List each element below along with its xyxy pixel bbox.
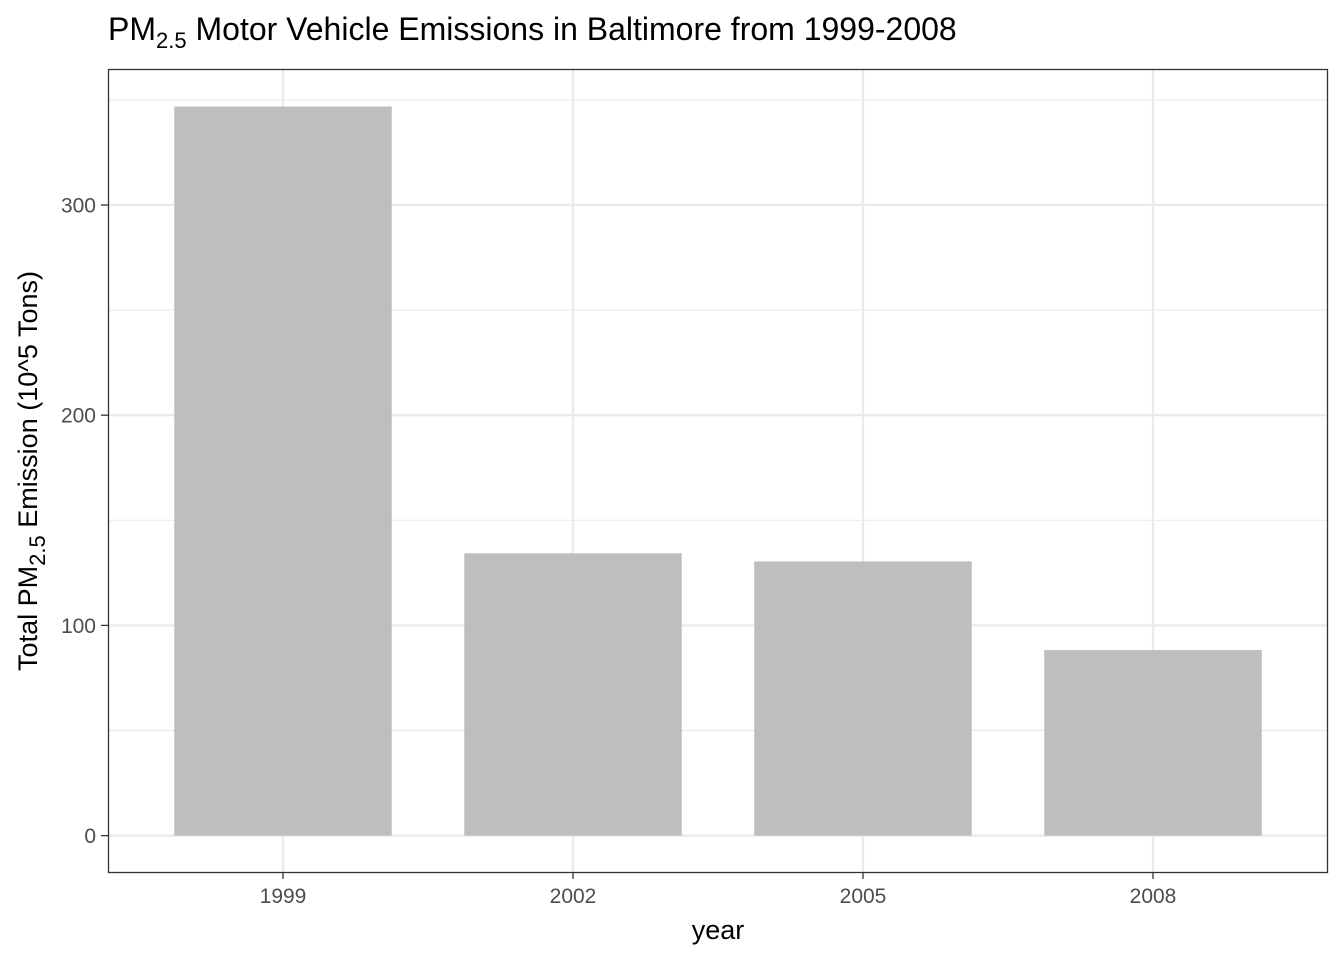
bar-2005 bbox=[754, 561, 972, 836]
bar-2002 bbox=[464, 553, 682, 836]
bar-2008 bbox=[1044, 650, 1262, 836]
x-tick-label: 2005 bbox=[840, 885, 887, 908]
bars bbox=[174, 106, 1262, 836]
y-tick-label: 300 bbox=[61, 194, 96, 217]
x-tick-label: 2008 bbox=[1130, 885, 1177, 908]
y-tick-label: 200 bbox=[61, 405, 96, 428]
y-axis-title: Total PM2.5 Emission (10^5 Tons) bbox=[13, 271, 50, 671]
bar-1999 bbox=[174, 106, 392, 836]
y-tick-label: 0 bbox=[84, 825, 96, 848]
x-axis-ticks: 1999 2002 2005 2008 bbox=[260, 872, 1177, 908]
x-axis-title: year bbox=[692, 915, 745, 945]
y-tick-label: 100 bbox=[61, 615, 96, 638]
x-tick-label: 1999 bbox=[260, 885, 307, 908]
x-tick-label: 2002 bbox=[550, 885, 597, 908]
plot-border bbox=[107, 68, 1329, 874]
y-axis-ticks: 0 100 200 300 bbox=[61, 194, 108, 848]
chart-title: PM2.5 Motor Vehicle Emissions in Baltimo… bbox=[108, 11, 957, 53]
